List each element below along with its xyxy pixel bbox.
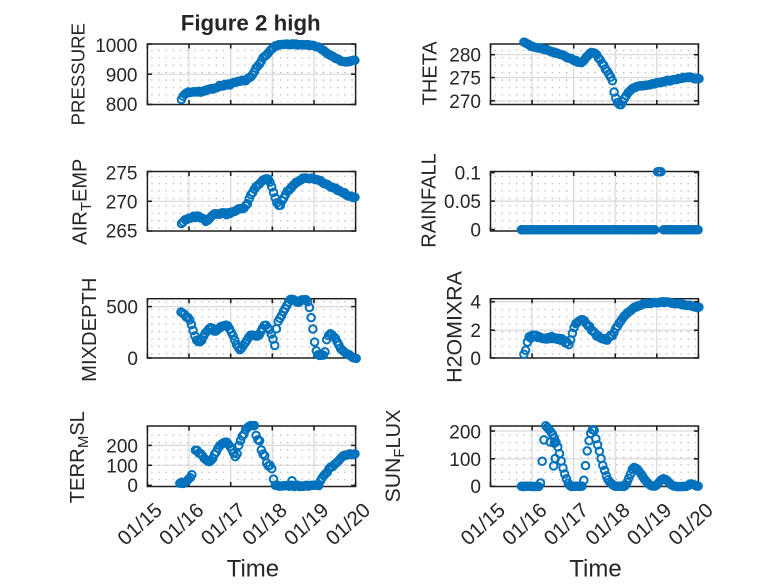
svg-text:200: 200 xyxy=(106,436,138,457)
svg-text:PRESSURE: PRESSURE xyxy=(67,23,88,125)
svg-text:0.05: 0.05 xyxy=(444,192,481,213)
svg-text:THETA: THETA xyxy=(420,41,442,106)
svg-text:Time: Time xyxy=(569,556,621,583)
svg-text:1000: 1000 xyxy=(95,36,137,57)
svg-text:0: 0 xyxy=(127,476,138,497)
svg-text:800: 800 xyxy=(106,95,138,116)
svg-text:MIXDEPTH: MIXDEPTH xyxy=(79,278,101,382)
svg-text:275: 275 xyxy=(106,164,138,185)
svg-text:H2OMIXRA: H2OMIXRA xyxy=(443,270,467,382)
svg-text:AIRTEMP: AIRTEMP xyxy=(70,159,95,245)
svg-text:0: 0 xyxy=(470,221,481,242)
svg-text:265: 265 xyxy=(106,222,138,243)
svg-text:280: 280 xyxy=(449,46,481,67)
svg-text:100: 100 xyxy=(106,456,138,477)
svg-text:0: 0 xyxy=(127,349,138,370)
svg-text:0.1: 0.1 xyxy=(455,164,481,185)
svg-text:RAINFALL: RAINFALL xyxy=(419,153,441,247)
svg-text:100: 100 xyxy=(449,450,481,471)
svg-text:2: 2 xyxy=(470,321,481,342)
svg-text:200: 200 xyxy=(449,423,481,444)
svg-text:0: 0 xyxy=(470,477,481,498)
svg-text:270: 270 xyxy=(449,92,481,113)
svg-text:270: 270 xyxy=(106,193,138,214)
svg-text:TERRMSL: TERRMSL xyxy=(67,411,92,503)
svg-text:Time: Time xyxy=(227,556,279,583)
svg-text:0: 0 xyxy=(470,349,481,370)
svg-text:Figure 2 high: Figure 2 high xyxy=(181,10,321,35)
svg-text:500: 500 xyxy=(106,298,138,319)
svg-text:4: 4 xyxy=(470,293,481,314)
svg-text:275: 275 xyxy=(449,69,481,90)
svg-text:900: 900 xyxy=(106,66,138,87)
